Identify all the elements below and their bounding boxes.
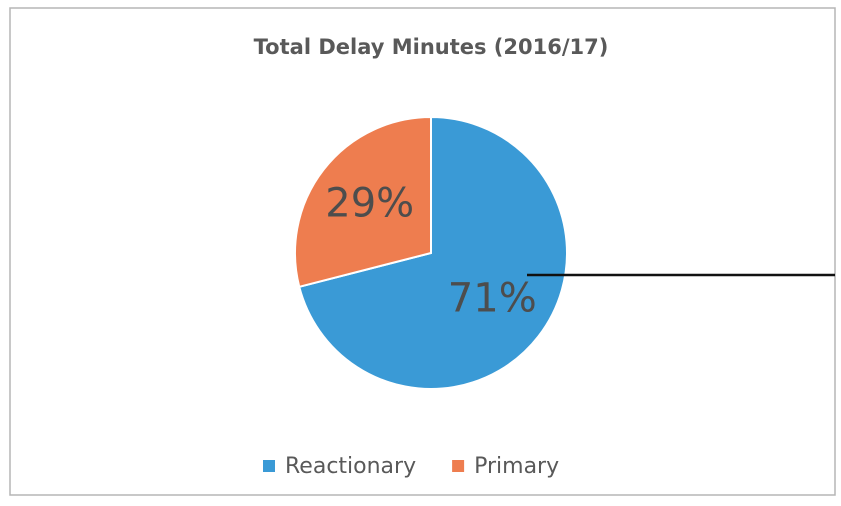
chart-title: Total Delay Minutes (2016/17) xyxy=(254,35,609,59)
legend-label: Primary xyxy=(474,454,559,479)
pie: 71% 29% xyxy=(294,115,568,390)
legend-swatch xyxy=(452,460,465,472)
pie-slice xyxy=(294,115,432,289)
data-label: 71% xyxy=(448,276,537,322)
pie-slice xyxy=(298,115,568,390)
data-label: 29% xyxy=(325,180,414,226)
legend: Reactionary Primary xyxy=(263,454,559,479)
legend-swatch xyxy=(263,460,275,472)
legend-label: Reactionary xyxy=(285,454,416,479)
